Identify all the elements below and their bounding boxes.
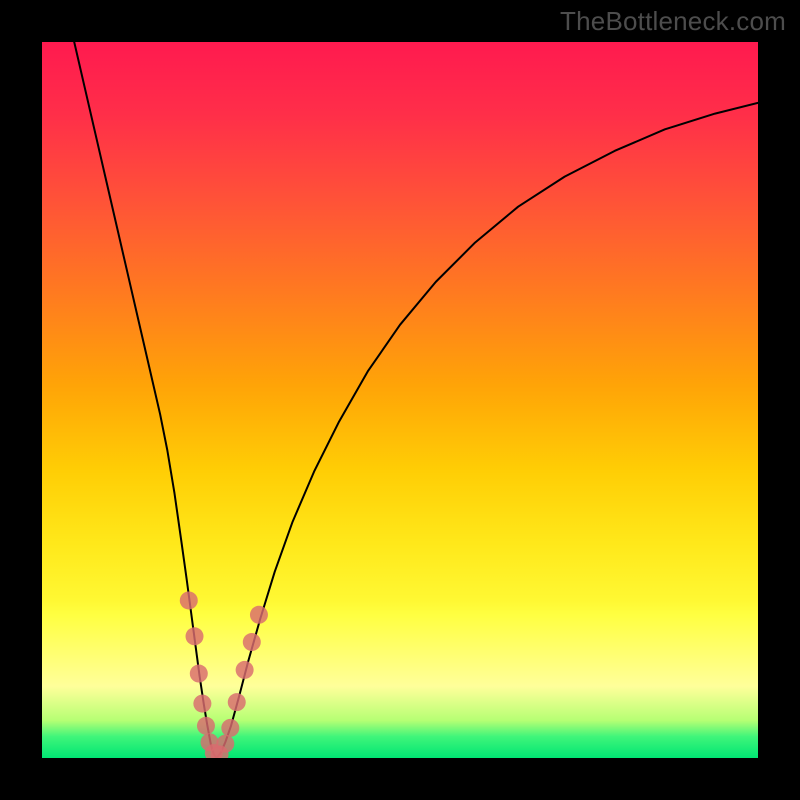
marker-dot [216, 735, 234, 753]
marker-dot [243, 633, 261, 651]
marker-dot [236, 661, 254, 679]
marker-dot [197, 717, 215, 735]
marker-dot [193, 695, 211, 713]
chart-container: { "canvas": { "width": 800, "height": 80… [0, 0, 800, 800]
plot-svg [42, 42, 758, 758]
marker-dot [180, 591, 198, 609]
watermark-text: TheBottleneck.com [560, 6, 786, 37]
marker-dot [221, 719, 239, 737]
marker-dot [228, 693, 246, 711]
gradient-background [42, 42, 758, 758]
marker-dot [186, 627, 204, 645]
marker-dot [250, 606, 268, 624]
marker-dot [190, 665, 208, 683]
plot-area [42, 42, 758, 758]
